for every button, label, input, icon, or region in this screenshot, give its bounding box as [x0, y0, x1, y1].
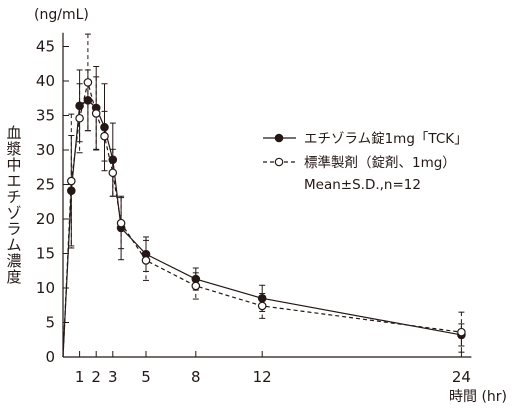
x-tick-label: 8 — [191, 368, 201, 386]
legend-note: Mean±S.D.,n=12 — [304, 177, 421, 193]
y-axis-title-char: 血 — [6, 124, 21, 142]
series-test — [62, 66, 466, 358]
data-point — [75, 113, 84, 123]
x-tick-label: 2 — [91, 368, 101, 386]
legend-label-test: エチゾラム錠1mg「TCK」 — [304, 131, 468, 147]
y-axis-title-char: 漿 — [6, 140, 21, 158]
y-axis-title-char: エ — [6, 172, 21, 190]
y-axis-title-char: ゾ — [6, 204, 21, 222]
legend: エチゾラム錠1mg「TCK」 標準製剤（錠剤、1mg） Mean±S.D.,n=… — [263, 131, 468, 193]
legend-marker-test — [274, 133, 284, 143]
legend-marker-reference — [274, 157, 284, 167]
y-axis-title-char: ラ — [6, 220, 21, 238]
y-axis-title-char: ム — [6, 236, 21, 254]
data-point — [457, 327, 466, 337]
y-tick-label: 30 — [36, 141, 55, 159]
y-tick-label: 15 — [36, 245, 55, 263]
x-tick-label: 1 — [75, 368, 85, 386]
y-tick-label: 35 — [36, 107, 55, 125]
x-unit-label: 時間 (hr) — [449, 389, 507, 405]
data-point — [108, 168, 118, 178]
data-point — [257, 301, 267, 311]
data-point — [191, 281, 201, 291]
y-tick-label: 10 — [36, 279, 55, 297]
y-axis-title-char: 中 — [6, 156, 21, 174]
series-reference — [62, 33, 466, 358]
x-tick-label: 5 — [141, 368, 151, 386]
data-point — [141, 256, 151, 265]
y-unit-label: (ng/mL) — [34, 7, 89, 23]
data-point — [67, 176, 76, 186]
y-tick-label: 0 — [45, 348, 55, 366]
y-tick-label: 40 — [36, 72, 55, 90]
y-tick-label: 25 — [36, 176, 55, 194]
data-point — [116, 218, 126, 228]
data-point — [91, 109, 101, 118]
y-tick-label: 20 — [36, 210, 55, 228]
legend-label-reference: 標準製剤（錠剤、1mg） — [304, 155, 456, 171]
x-tick-label: 12 — [253, 368, 272, 386]
y-tick-label: 5 — [45, 314, 55, 332]
y-tick-label: 45 — [36, 38, 55, 56]
x-tick-label: 24 — [452, 368, 471, 386]
data-point — [100, 131, 109, 141]
y-axis-title-char: 度 — [6, 268, 21, 286]
y-axis-title-char: チ — [6, 188, 21, 206]
series-line — [62, 82, 462, 358]
y-axis-title-char: 濃 — [6, 252, 21, 270]
x-tick-label: 3 — [108, 368, 118, 386]
data-point — [83, 78, 93, 87]
